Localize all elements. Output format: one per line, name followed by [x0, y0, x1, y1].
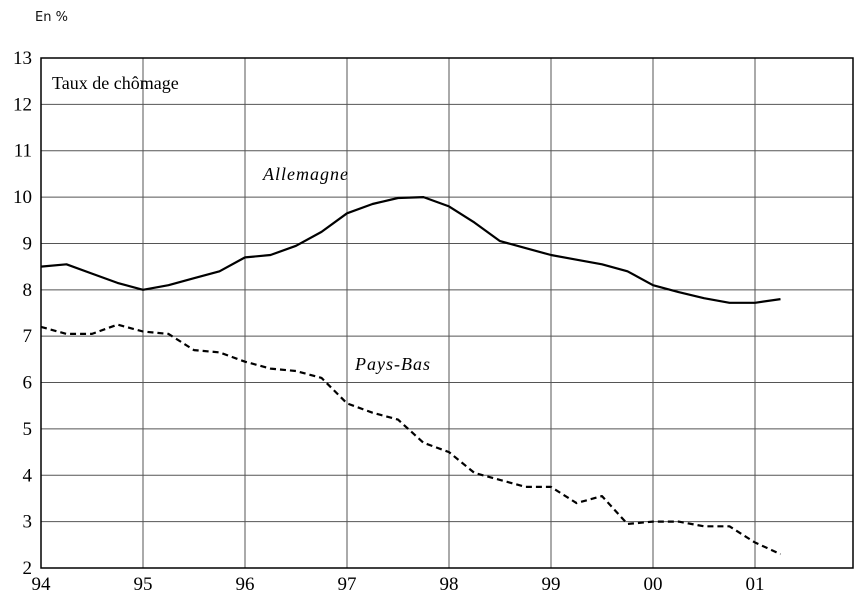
y-tick-label: 6 — [23, 373, 33, 394]
grid — [40, 57, 853, 569]
series-label-allemagne: Allemagne — [262, 164, 349, 184]
unit-label: En % — [35, 10, 68, 25]
y-tick-label: 3 — [23, 512, 33, 533]
y-tick-label: 10 — [13, 187, 32, 208]
x-tick-label: 99 — [542, 574, 561, 595]
y-tick-labels: 2 3 4 5 6 7 8 9 10 11 12 13 — [13, 48, 33, 579]
y-tick-label: 8 — [23, 280, 33, 301]
x-tick-label: 98 — [440, 574, 459, 595]
y-tick-label: 11 — [14, 141, 32, 162]
series-label-pays-bas: Pays-Bas — [354, 354, 431, 374]
series-line-allemagne — [40, 196, 781, 304]
y-tick-label: 2 — [23, 558, 33, 579]
y-tick-label: 9 — [23, 233, 33, 254]
x-tick-label: 96 — [236, 574, 255, 595]
x-tick-label: 97 — [338, 574, 357, 595]
x-tick-label: 95 — [134, 574, 153, 595]
y-tick-label: 7 — [23, 326, 33, 347]
x-tick-label: 00 — [644, 574, 663, 595]
x-tick-label: 94 — [32, 574, 52, 595]
y-tick-label: 5 — [23, 419, 33, 440]
x-tick-label: 01 — [746, 574, 765, 595]
chart-title: Taux de chômage — [52, 73, 179, 93]
x-tick-labels: 94 95 96 97 98 99 00 01 — [32, 574, 765, 595]
y-tick-label: 4 — [23, 465, 33, 486]
y-tick-label: 13 — [13, 48, 32, 69]
y-tick-label: 12 — [13, 94, 32, 115]
series-lines — [40, 196, 781, 556]
plot-frame — [40, 57, 854, 569]
